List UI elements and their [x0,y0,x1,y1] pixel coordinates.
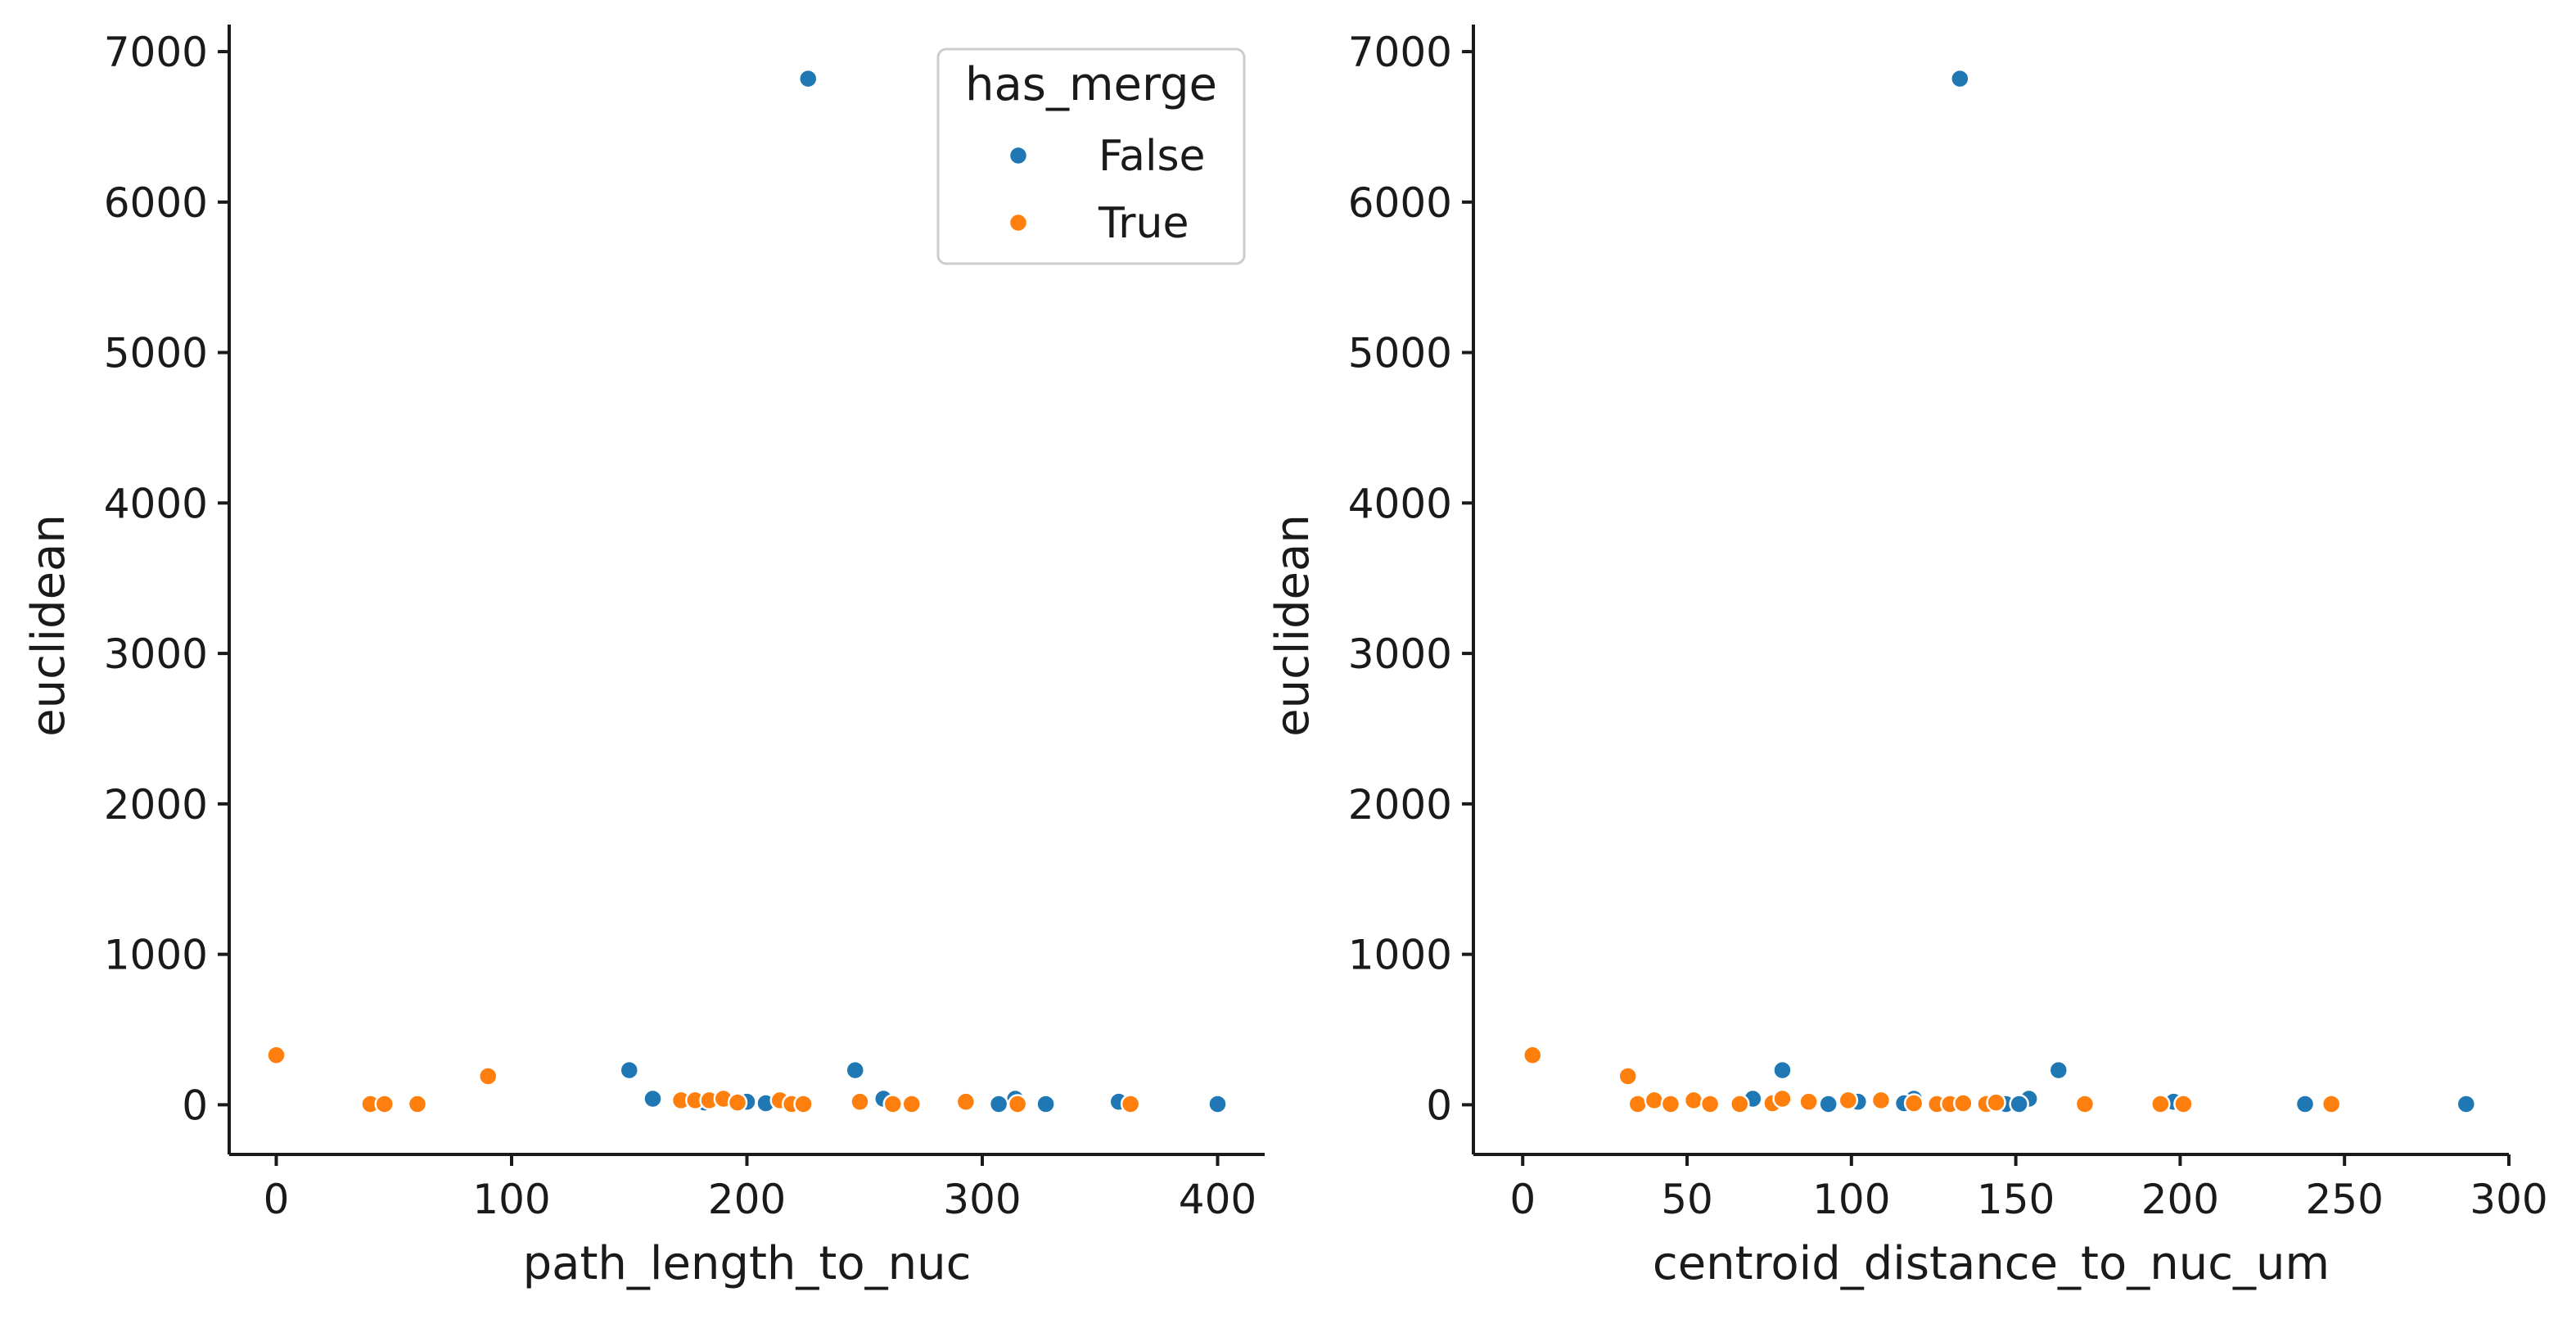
right-point-true [1986,1092,2006,1113]
right-point-true [1870,1090,1892,1111]
right-axes-ticks: 0 50 100 150 200 250 3000100020003000400050006… [1348,29,2548,1223]
left-point-false [988,1094,1009,1114]
left-x-tick-label: 100 [472,1176,550,1223]
right-y-tick-label: 7000 [1348,29,1452,76]
right-point-true [1523,1045,1543,1065]
right-x-tick-label: 250 [2305,1176,2383,1223]
legend: has_merge False True [936,47,1246,265]
left-y-tick-label: 4000 [104,480,208,527]
left-point-true [266,1045,286,1065]
right-point-false [2009,1094,2029,1114]
right-point-false [2456,1094,2477,1114]
left-point-true [901,1094,922,1114]
right-y-tick-label: 5000 [1348,330,1452,377]
right-point-true [1838,1090,1859,1111]
right-point-true [1772,1088,1793,1109]
right-point-true [1683,1090,1704,1111]
right-point-false [1818,1094,1838,1114]
right-point-true [1903,1093,1924,1113]
legend-marker-false [1008,145,1029,166]
left-point-false [619,1059,639,1081]
left-point-true [793,1094,814,1114]
right-point-true [1660,1094,1681,1114]
left-y-tick-label: 6000 [104,179,208,227]
right-y-tick-label: 1000 [1348,932,1452,979]
left-point-false [1035,1094,1056,1114]
right-point-true [1730,1094,1750,1114]
right-x-tick-label: 150 [1977,1176,2055,1223]
right-x-tick-label: 100 [1812,1176,1890,1223]
left-point-true [478,1066,499,1086]
right-x-tick-label: 50 [1661,1176,1713,1223]
left-x-axis-label: path_length_to_nuc [523,1237,972,1290]
left-y-axis-label: euclidean [22,514,75,737]
right-point-true [1699,1094,1721,1114]
right-y-tick-label: 4000 [1348,480,1452,527]
right-point-true [1798,1091,1819,1112]
left-x-tick-label: 0 [264,1176,290,1223]
left-point-false [1207,1094,1228,1114]
left-point-true [374,1094,395,1114]
right-x-tick-label: 0 [1509,1176,1536,1223]
left-scatter-panel: 0 100 200 300 400010002000300040005000600070… [22,25,1265,1290]
right-y-tick-label: 2000 [1348,781,1452,829]
right-point-true [2321,1094,2342,1114]
left-y-tick-label: 0 [182,1082,208,1129]
right-point-true [2173,1094,2194,1114]
right-point-true [1627,1094,1649,1114]
right-point-false [1950,68,1970,89]
left-x-tick-label: 300 [943,1176,1021,1223]
left-point-true [407,1094,428,1114]
right-scatter-panel: 0 50 100 150 200 250 3000100020003000400050006… [1266,25,2548,1290]
right-y-tick-label: 0 [1426,1082,1452,1129]
left-y-tick-label: 1000 [104,932,208,979]
left-y-tick-label: 7000 [104,29,208,76]
left-y-tick-label: 5000 [104,330,208,377]
left-point-true [1007,1094,1028,1114]
right-point-false [1772,1059,1793,1081]
right-point-false [2294,1094,2316,1114]
legend-title: has_merge [965,58,1217,111]
left-axes-ticks: 0 100 200 300 400010002000300040005000600070… [104,29,1256,1223]
legend-label-true: True [1098,199,1189,248]
right-x-axis-label: centroid_distance_to_nuc_um [1653,1237,2330,1290]
left-point-false [643,1088,663,1109]
right-point-true [1644,1090,1665,1111]
left-point-false [798,68,819,89]
left-point-false [845,1059,865,1081]
right-point-true [1617,1066,1638,1086]
left-point-true [1120,1094,1141,1114]
left-point-true [955,1091,977,1112]
right-y-tick-label: 6000 [1348,179,1452,227]
right-x-tick-label: 200 [2141,1176,2219,1223]
right-point-true [1953,1093,1974,1113]
legend-marker-true [1008,212,1029,233]
left-y-tick-label: 2000 [104,781,208,829]
right-point-true [2150,1094,2171,1114]
left-x-tick-label: 200 [708,1176,786,1223]
left-y-tick-label: 3000 [104,630,208,678]
left-point-true [850,1091,870,1112]
right-y-axis-label: euclidean [1266,514,1320,737]
right-scatter-points [1523,68,2477,1114]
left-point-true [882,1094,903,1114]
right-point-false [2048,1059,2069,1081]
right-x-tick-label: 300 [2470,1176,2547,1223]
left-x-tick-label: 400 [1179,1176,1256,1223]
legend-frame [936,47,1246,265]
left-point-true [727,1092,748,1113]
right-axes-spines [1472,25,2509,1156]
legend-label-false: False [1099,132,1206,181]
right-y-tick-label: 3000 [1348,630,1452,678]
right-point-true [2074,1094,2096,1114]
left-scatter-points [266,68,1228,1114]
